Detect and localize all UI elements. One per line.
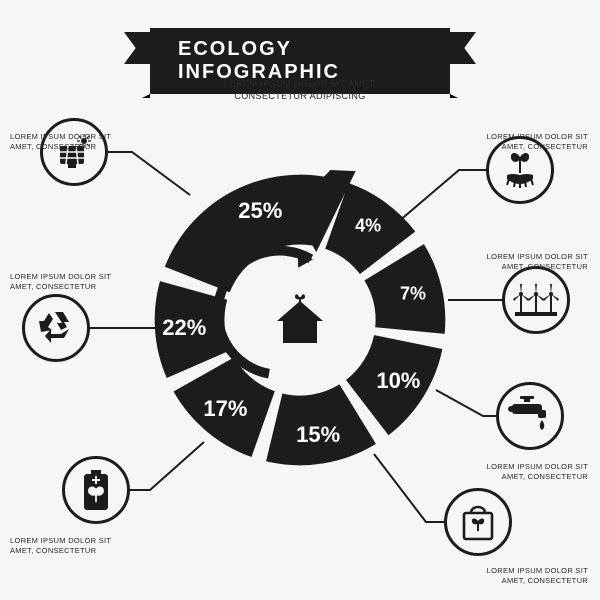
icon-caption: LOREM IPSUM DOLOR SITAMET, CONSECTETUR	[10, 132, 130, 152]
segment-pct: 4%	[355, 216, 381, 237]
segment-pct: 25%	[238, 198, 282, 224]
donut-segment	[165, 170, 356, 292]
water-tap-icon	[496, 382, 564, 450]
recycle-icon	[22, 294, 90, 362]
segment-pct: 22%	[162, 315, 206, 341]
icon-caption: LOREM IPSUM DOLOR SITAMET, CONSECTETUR	[468, 566, 588, 586]
subtitle-line: LOREM IPSUM DOLOR SIT AMET,	[223, 78, 376, 90]
icon-caption: LOREM IPSUM DOLOR SITAMET, CONSECTETUR	[468, 252, 588, 272]
segment-pct: 15%	[296, 422, 340, 448]
subtitle: LOREM IPSUM DOLOR SIT AMET, CONSECTETUR …	[223, 78, 376, 102]
icon-caption: LOREM IPSUM DOLOR SITAMET, CONSECTETUR	[10, 272, 130, 292]
eco-bag-icon	[444, 488, 512, 556]
battery-icon	[62, 456, 130, 524]
icon-caption: LOREM IPSUM DOLOR SITAMET, CONSECTETUR	[468, 462, 588, 482]
segment-pct: 10%	[376, 368, 420, 394]
segment-pct: 17%	[203, 396, 247, 422]
subtitle-line: CONSECTETUR ADIPISCING	[223, 90, 376, 102]
infographic-root: ECOLOGY INFOGRAPHIC LOREM IPSUM DOLOR SI…	[0, 0, 600, 600]
solar-panel-icon	[40, 118, 108, 186]
eco-house-icon	[265, 285, 335, 355]
wind-turbine-icon	[502, 266, 570, 334]
circular-chart: 25% 4% 7% 10% 15% 17% 22%	[145, 165, 455, 475]
icon-caption: LOREM IPSUM DOLOR SITAMET, CONSECTETUR	[10, 536, 130, 556]
icon-caption: LOREM IPSUM DOLOR SITAMET, CONSECTETUR	[468, 132, 588, 152]
segment-pct: 7%	[400, 283, 426, 304]
